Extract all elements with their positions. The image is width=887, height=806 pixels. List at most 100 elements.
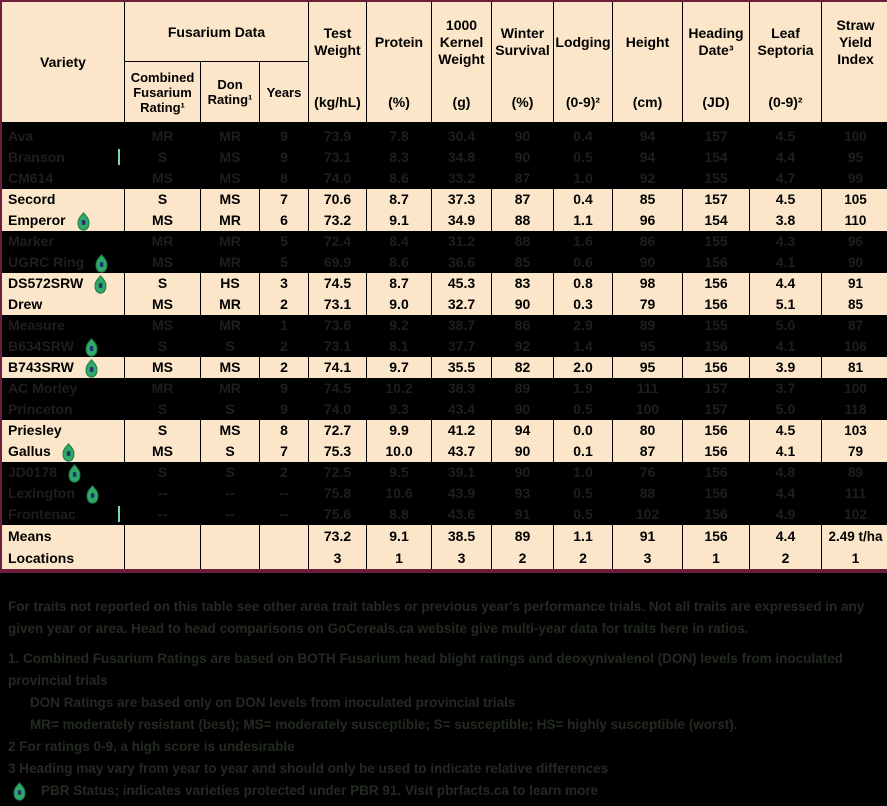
column-header-label: Heading Date³ [688, 25, 744, 58]
data-cell: S [125, 147, 201, 168]
data-cell: 73.1 [309, 336, 367, 357]
data-cell: 98 [613, 273, 683, 294]
column-header-unit: (0-9)² [768, 94, 803, 110]
data-cell: 85 [613, 189, 683, 210]
data-cell: 10.2 [367, 378, 432, 399]
variety-cell: B743SRW [2, 357, 125, 378]
data-cell: 39.1 [432, 462, 492, 483]
data-cell: 45.3 [432, 273, 492, 294]
data-cell: MS [125, 315, 201, 336]
variety-label: Secord [8, 191, 56, 207]
variety-label: JD0178 [8, 464, 58, 480]
data-cell: MR [125, 378, 201, 399]
data-cell: -- [201, 483, 260, 504]
data-cell: 100 [822, 378, 887, 399]
data-cell: S [201, 441, 260, 462]
data-cell: 4.5 [750, 420, 822, 441]
data-cell: 102 [613, 504, 683, 525]
table-row: Frontenac -- -- -- 75.6 8.8 43.6 91 0.5 102 156 4.9… [2, 504, 887, 525]
table-row: B743SRW MS MS 2 74.1 9.7 35.5 82 2.0 95 156 3.9 81 [2, 357, 887, 378]
data-cell: 156 [683, 525, 750, 547]
data-cell: 95 [822, 147, 887, 168]
data-cell: 100 [822, 126, 887, 147]
data-cell: 156 [683, 252, 750, 273]
table-row: Means 73.2 9.1 38.5 89 1.1 91 156 4.4 2.49 t/ha [2, 525, 887, 547]
data-cell: 2 [260, 462, 309, 483]
column-header-unit: (JD) [702, 94, 730, 110]
data-cell: 0.5 [554, 399, 613, 420]
data-cell: 8 [260, 168, 309, 189]
data-cell: S [125, 336, 201, 357]
table-row: AC Morley MR MR 9 74.5 10.2 38.3 89 1.9 111 157 3.7… [2, 378, 887, 399]
variety-cell: B634SRW [2, 336, 125, 357]
data-cell: 73.2 [309, 210, 367, 231]
data-cell: 32.7 [432, 294, 492, 315]
data-cell: 79 [822, 441, 887, 462]
footnote-line: DON Ratings are based only on DON levels… [8, 692, 879, 714]
data-cell: MR [201, 315, 260, 336]
footnote-text: MR= moderately resistant (best); MS= mod… [30, 717, 738, 732]
data-cell: 38.5 [432, 525, 492, 547]
data-cell: 6 [260, 210, 309, 231]
variety-label: Marker [8, 233, 54, 249]
variety-label: Princeton [8, 401, 73, 417]
data-cell: 74.0 [309, 168, 367, 189]
data-cell: MR [125, 231, 201, 252]
data-cell: 88 [492, 231, 554, 252]
data-cell: 3 [613, 547, 683, 569]
variety-label: Measure [8, 317, 65, 333]
data-cell: S [201, 399, 260, 420]
data-cell: 4.4 [750, 147, 822, 168]
cursor-artifact [118, 149, 120, 165]
data-cell: 90 [492, 294, 554, 315]
data-cell: 157 [683, 126, 750, 147]
data-cell: 9.1 [367, 210, 432, 231]
column-header-years: Years [260, 62, 309, 126]
column-header-label: Winter Survival [495, 25, 550, 58]
data-cell: -- [125, 483, 201, 504]
data-cell: S [201, 462, 260, 483]
column-header-test-weight: Test Weight (kg/hL) [309, 2, 367, 126]
data-cell: 37.3 [432, 189, 492, 210]
data-cell: 86 [613, 231, 683, 252]
data-cell: MS [125, 210, 201, 231]
variety-label: UGRC Ring [8, 254, 85, 270]
column-header-don-rating: Don Rating¹ [201, 62, 260, 126]
data-cell: 0.5 [554, 504, 613, 525]
data-cell: 4.1 [750, 441, 822, 462]
data-cell: -- [260, 504, 309, 525]
data-cell: MR [201, 294, 260, 315]
data-cell: 96 [822, 231, 887, 252]
variety-label: Emperor [8, 212, 66, 228]
column-header-unit [822, 82, 887, 122]
data-cell: S [125, 462, 201, 483]
data-cell: 90 [492, 126, 554, 147]
data-cell: 8.4 [367, 231, 432, 252]
data-cell: 10.0 [367, 441, 432, 462]
data-cell: 0.4 [554, 189, 613, 210]
data-cell: 86 [492, 315, 554, 336]
variety-label: Frontenac [8, 506, 76, 522]
data-cell: 87 [492, 189, 554, 210]
data-cell: MS [201, 420, 260, 441]
data-cell: 0.4 [554, 126, 613, 147]
data-cell: 96 [613, 210, 683, 231]
variety-label: AC Morley [8, 380, 78, 396]
data-cell: 89 [492, 378, 554, 399]
data-cell: 7 [260, 189, 309, 210]
data-cell: 74.1 [309, 357, 367, 378]
data-cell: 4.4 [750, 525, 822, 547]
column-header-winter-survival: Winter Survival (%) [492, 2, 554, 126]
data-cell: 38.7 [432, 315, 492, 336]
data-cell: 72.7 [309, 420, 367, 441]
column-header-height: Height (cm) [613, 2, 683, 126]
table-row: UGRC Ring MS MR 5 69.9 8.6 36.6 85 0.6 90 156 4.1 90 [2, 252, 887, 273]
footnotes: For traits not reported on this table se… [0, 592, 887, 806]
data-cell: 75.6 [309, 504, 367, 525]
data-cell: 81 [822, 357, 887, 378]
data-cell: 74.5 [309, 273, 367, 294]
data-cell [125, 525, 201, 547]
data-cell: 5.0 [750, 399, 822, 420]
data-cell: 9.5 [367, 462, 432, 483]
data-cell: 88 [492, 210, 554, 231]
